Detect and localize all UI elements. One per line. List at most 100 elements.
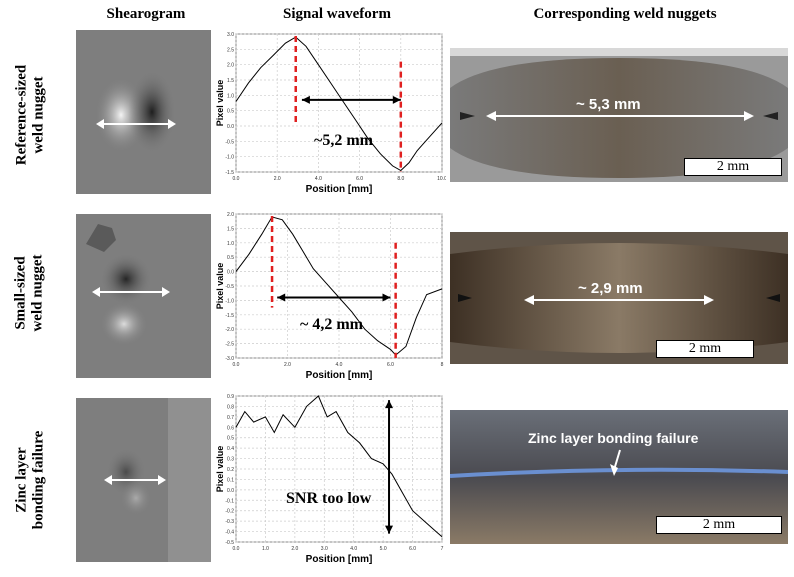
signal-plot-2: 0.0 2.0 4.0 6.0 8 2.0 1.5 1.0 0.5 0.0 -0.5 -1.0 -1.5… (214, 210, 446, 386)
header-shearogram: Shearogram (106, 6, 186, 22)
y-tick-label: -0.3 (225, 519, 234, 525)
x-axis-label: Position [mm] (306, 370, 373, 381)
signal-plot-2-svg: 0.0 2.0 4.0 6.0 8 2.0 1.5 1.0 0.5 0.0 -0.5 -1.0 -1.5… (215, 212, 444, 381)
y-tick-label: -1.0 (225, 298, 234, 304)
y-tick-label: 0.9 (227, 394, 234, 400)
row-label-1-line1: Reference-sized (13, 64, 30, 166)
header-weld-nuggets: Corresponding weld nuggets (533, 6, 717, 22)
row-label-3: Zinc layer bonding failure (0, 392, 60, 567)
y-tick-label: 0.7 (227, 415, 234, 421)
x-axis-label: Position [mm] (306, 184, 373, 195)
scale-bar-3: 2 mm (656, 516, 782, 534)
signal-plot-3-measure: SNR too low (286, 490, 372, 507)
signal-line (235, 395, 443, 538)
y-tick-label: 1.0 (227, 241, 234, 247)
y-tick-label: 2.0 (227, 212, 234, 218)
y-tick-label: -0.5 (225, 284, 234, 290)
x-tick-label: 2.0 (274, 176, 281, 182)
x-axis-label: Position [mm] (306, 554, 373, 565)
x-tick-label: 4.0 (350, 546, 357, 552)
scale-bar-1: 2 mm (684, 158, 782, 176)
y-tick-label: -2.0 (225, 327, 234, 333)
y-tick-label: 0.0 (227, 270, 234, 276)
y-tick-label: -1.5 (225, 170, 234, 176)
y-tick-label: -1.0 (225, 155, 234, 161)
y-tick-label: 0.3 (227, 457, 234, 463)
y-axis-label: Pixel value (215, 446, 225, 493)
weld-nugget-image-1: ~ 5,3 mm 2 mm (450, 48, 788, 182)
x-tick-label: 2.0 (291, 546, 298, 552)
shearogram-image-1 (76, 30, 211, 194)
y-tick-label: -0.1 (225, 498, 234, 504)
y-tick-label: -0.5 (225, 139, 234, 145)
x-tick-label: 0.0 (233, 362, 240, 368)
y-tick-label: 0.6 (227, 425, 234, 431)
y-tick-label: 0.4 (227, 446, 234, 452)
x-tick-label: 0.0 (233, 546, 240, 552)
plot-frame (235, 33, 443, 173)
arrow-head (301, 95, 310, 104)
x-tick-label: 0.0 (233, 176, 240, 182)
weld-nugget-2-label: ~ 2,9 mm (578, 280, 643, 297)
arrow-head (392, 95, 401, 104)
shearogram-image-3 (76, 398, 211, 562)
y-tick-label: -3.0 (225, 356, 234, 362)
x-tick-label: 3.0 (321, 546, 328, 552)
shearogram-image-2 (76, 214, 211, 378)
x-tick-label: 7 (441, 546, 444, 552)
y-tick-label: 0.0 (227, 124, 234, 130)
y-tick-label: 0.5 (227, 436, 234, 442)
row-label-1: Reference-sized weld nugget (0, 30, 60, 200)
y-axis-label: Pixel value (215, 263, 225, 310)
y-tick-label: 0.5 (227, 109, 234, 115)
y-tick-label: -0.4 (225, 530, 234, 536)
y-tick-label: 0.1 (227, 477, 234, 483)
row-label-1-line2: weld nugget (30, 76, 47, 154)
x-tick-label: 1.0 (262, 546, 269, 552)
y-tick-label: 0.8 (227, 404, 234, 410)
signal-plot-2-measure: ~ 4,2 mm (300, 316, 363, 333)
y-tick-label: 0.2 (227, 467, 234, 473)
row-label-3-line2: bonding failure (30, 430, 47, 529)
x-tick-label: 4.0 (315, 176, 322, 182)
y-tick-label: 0.0 (227, 488, 234, 494)
y-tick-label: 0.5 (227, 255, 234, 261)
row-label-2-line2: weld nugget (30, 254, 46, 332)
weld-nugget-image-2: ~ 2,9 mm 2 mm (450, 232, 788, 364)
row-label-2: Small-sized weld nugget (0, 208, 60, 378)
y-tick-label: 1.5 (227, 226, 234, 232)
plot-frame (235, 395, 443, 543)
arrow-head (385, 525, 394, 534)
y-tick-label: -1.5 (225, 313, 234, 319)
x-tick-label: 8.0 (397, 176, 404, 182)
y-tick-label: -0.5 (225, 540, 234, 546)
signal-plot-1-svg: 0.0 2.0 4.0 6.0 8.0 10.0 3.0 2.5 2.0 1.5 1.0 0.5 0.0… (215, 32, 447, 195)
x-tick-label: 10.0 (437, 176, 446, 182)
x-tick-label: 4.0 (336, 362, 343, 368)
arrow-head (277, 293, 286, 302)
scale-bar-2: 2 mm (656, 340, 754, 358)
header-signal-waveform: Signal waveform (283, 6, 391, 22)
weld-nugget-3-label: Zinc layer bonding failure (528, 430, 699, 446)
signal-plot-3-svg: 0.0 1.0 2.0 3.0 4.0 5.0 6.0 7 0.9 0.8 0.7 0.6 0.5 0.4… (215, 394, 444, 565)
x-tick-label: 6.0 (409, 546, 416, 552)
y-tick-label: 2.5 (227, 47, 234, 53)
x-tick-label: 5.0 (380, 546, 387, 552)
x-tick-label: 2.0 (284, 362, 291, 368)
y-tick-label: 1.0 (227, 93, 234, 99)
x-tick-label: 6.0 (387, 362, 394, 368)
weld-nugget-image-3: Zinc layer bonding failure 2 mm (450, 410, 788, 544)
row-label-2-line1: Small-sized (13, 256, 29, 330)
weld-nugget-1-label: ~ 5,3 mm (576, 96, 641, 113)
y-tick-label: 1.5 (227, 78, 234, 84)
y-tick-label: 2.0 (227, 63, 234, 69)
signal-plot-1-measure: ~5,2 mm (314, 132, 373, 149)
signal-line (235, 36, 443, 172)
y-axis-label: Pixel value (215, 80, 225, 127)
x-tick-label: 8 (441, 362, 444, 368)
x-tick-label: 6.0 (356, 176, 363, 182)
y-tick-label: -2.5 (225, 342, 234, 348)
row-label-3-line1: Zinc layer (13, 446, 30, 513)
y-tick-label: -0.2 (225, 509, 234, 515)
signal-plot-1: 0.0 2.0 4.0 6.0 8.0 10.0 3.0 2.5 2.0 1.5 1.0 0.5 0.0… (214, 30, 447, 200)
